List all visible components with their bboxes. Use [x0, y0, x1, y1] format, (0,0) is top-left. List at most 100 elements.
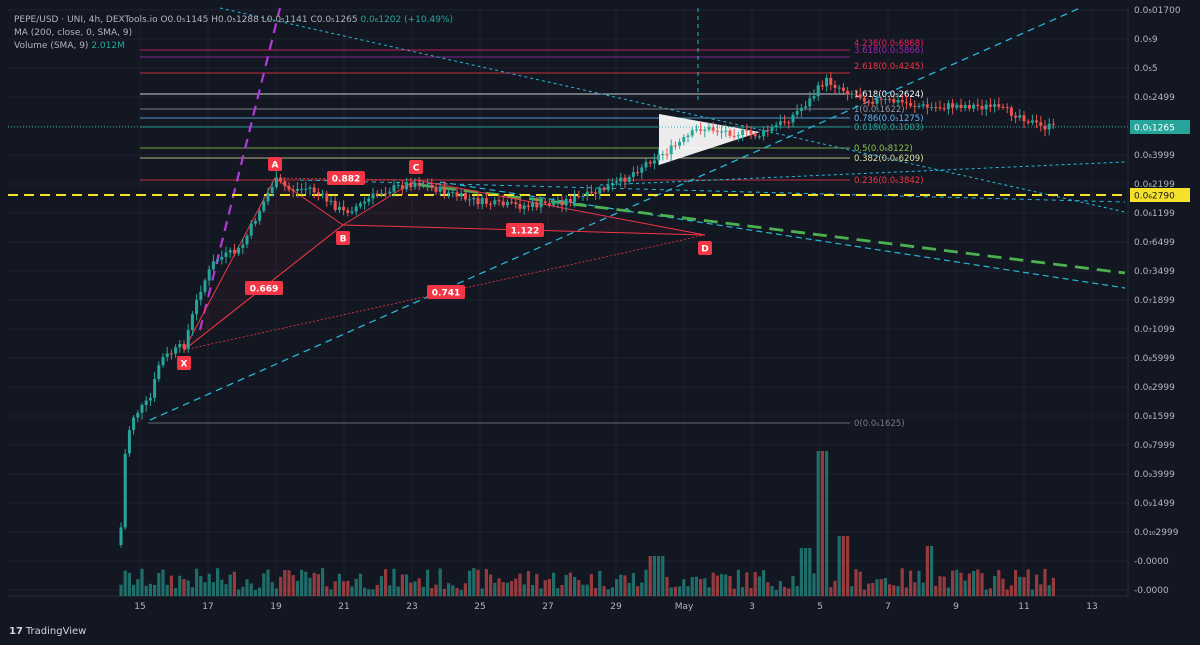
time-tick-label: 21 [338, 602, 349, 612]
candle-body [476, 197, 480, 205]
time-axis[interactable]: 15 17 19 21 23 25 27 29 May 3 5 7 9 11 13 [134, 602, 1097, 612]
fib-level-label: 0.618(0.0₅1003) [854, 123, 924, 133]
ma-label[interactable]: MA (200, close, 0, SMA, 9) [14, 28, 133, 38]
candle [484, 194, 488, 208]
candle-body [812, 96, 816, 99]
candle [266, 187, 270, 206]
volume-bar [451, 585, 455, 596]
price-tick-label: 0.0₉7999 [1134, 441, 1175, 451]
candle [510, 198, 514, 205]
volume-bar [237, 589, 241, 596]
candle [144, 396, 148, 412]
volume-bar [316, 574, 320, 596]
candle [468, 193, 472, 207]
candle-body [745, 130, 749, 132]
harmonic-point-c: C [409, 160, 423, 174]
volume-label[interactable]: Volume (SMA, 9) [14, 41, 89, 51]
trend-line [439, 181, 1126, 289]
volume-bar [930, 546, 934, 596]
price-axis[interactable]: 0.0₅017000.0₅90.0₅50.0₅24990.0₆69990.0₆3… [1130, 6, 1190, 596]
symbol-label[interactable]: PEPE/USD · UNI, 4h, DEXTools.io [14, 15, 158, 25]
volume-bar [228, 574, 232, 596]
harmonic-ratio-xd: 0.741 [427, 285, 465, 299]
volume-bar [888, 584, 892, 596]
price-tick-label: -0.0000 [1134, 586, 1169, 596]
candle-body [602, 187, 606, 191]
volume-bar [148, 583, 152, 596]
candle [300, 183, 304, 195]
volume-bar [203, 582, 207, 596]
candle [489, 201, 493, 210]
candle-body [174, 347, 178, 354]
volume-bar [657, 556, 661, 596]
candle [279, 174, 283, 184]
volume-value: 2.012M [91, 41, 125, 51]
volume-bar [396, 586, 400, 596]
volume-bar [371, 589, 375, 596]
volume-bar [825, 451, 829, 596]
candle-body [657, 154, 661, 161]
candle-body [119, 527, 123, 545]
candle-body [913, 105, 917, 107]
trend-line [219, 7, 1126, 213]
fib-level-label: 0.786(0.0₅1275) [854, 114, 924, 124]
candle-body [652, 160, 656, 164]
candle [724, 124, 728, 138]
volume-bar [615, 579, 619, 596]
candle-body [165, 353, 169, 357]
volume-bar [602, 585, 606, 596]
volume-bar [598, 570, 602, 596]
trend-line [198, 7, 282, 331]
candle [543, 197, 547, 206]
candle [241, 238, 245, 255]
time-tick-label: 13 [1086, 602, 1097, 612]
candle [816, 81, 820, 101]
candle [161, 353, 165, 368]
harmonic-ratio-ab-text: 0.669 [250, 285, 278, 295]
candle-body [283, 181, 287, 187]
candle [392, 179, 396, 197]
candle-body [132, 417, 136, 431]
candle-body [787, 122, 791, 124]
time-tick-label: 3 [749, 602, 755, 612]
volume-bar [644, 569, 648, 596]
candle-body [497, 200, 501, 202]
candle [497, 196, 501, 206]
price-tick-label: 0.0₈1599 [1134, 412, 1175, 422]
candle [833, 80, 837, 94]
volume-bars [119, 451, 1055, 596]
candle [594, 188, 598, 200]
candle [732, 128, 736, 140]
candle-body [892, 99, 896, 103]
candle-body [396, 185, 400, 187]
candle [531, 198, 535, 211]
volume-bar [274, 588, 278, 596]
harmonic-point-b: B [336, 231, 350, 245]
candle [988, 97, 992, 113]
volume-bar [837, 536, 841, 596]
volume-bar [862, 589, 866, 596]
volume-bar [963, 580, 967, 596]
candle-body [157, 365, 161, 379]
tradingview-logo[interactable]: 17 TradingView [9, 626, 86, 637]
candle [463, 190, 467, 202]
candle [606, 178, 610, 193]
volume-bar [127, 572, 131, 596]
harmonic-point-a-bg [268, 157, 282, 171]
candle [791, 112, 795, 128]
low-value: L0.0₅1141 [261, 15, 308, 25]
volume-bar [892, 585, 896, 596]
volume-bar [342, 581, 346, 596]
candle-body [455, 192, 459, 197]
volume-bar [329, 589, 333, 596]
volume-bar [560, 584, 564, 596]
candle-body [274, 177, 278, 188]
candle-body [371, 193, 375, 199]
candle [417, 177, 421, 191]
volume-bar [724, 574, 728, 596]
time-tick-label: 27 [542, 602, 553, 612]
candle-body [480, 198, 484, 205]
candle-body [636, 172, 640, 174]
candle-body [820, 85, 824, 87]
